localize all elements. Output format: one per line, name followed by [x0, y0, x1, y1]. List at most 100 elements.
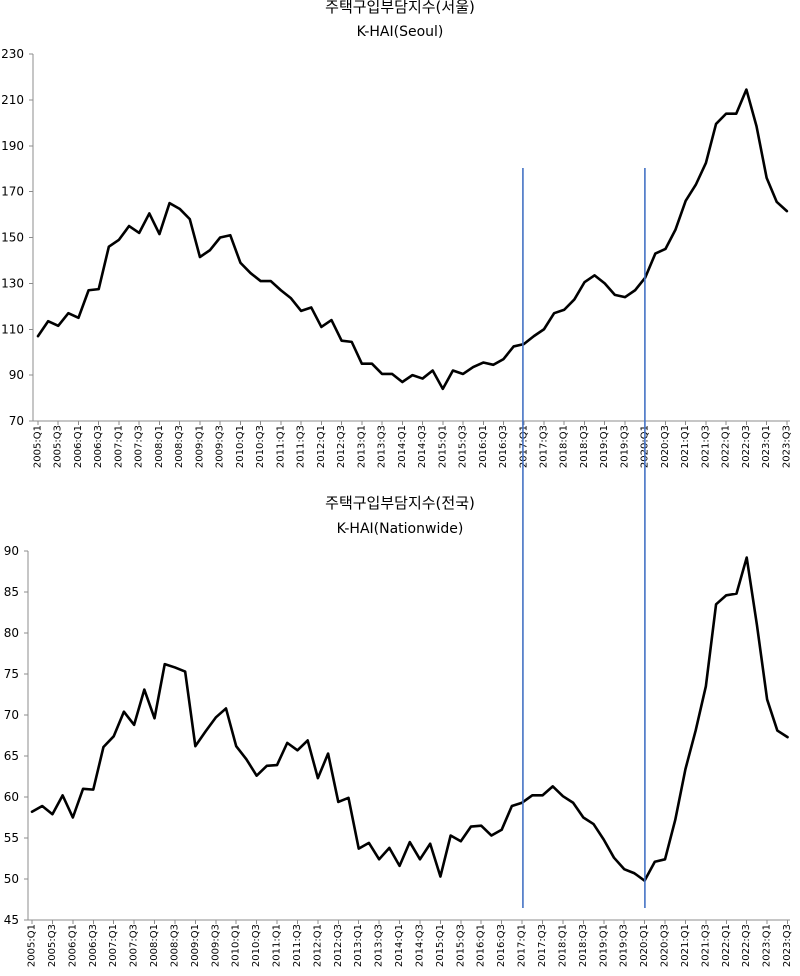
x-tick-label: 2008:Q3 — [174, 425, 185, 468]
chart-nationwide: 주택구입부담지수(전국) K-HAI(Nationwide) 45 50 55 60 6… — [4, 494, 793, 967]
x-tick-label: 2009:Q1 — [190, 924, 201, 967]
reference-lines — [522, 168, 646, 908]
x-tick-label: 2022:Q3 — [741, 425, 752, 468]
y-tick-label: 55 — [4, 831, 19, 845]
x-tick-label: 2005:Q3 — [53, 425, 64, 468]
x-tick-label: 2012:Q3 — [333, 924, 344, 967]
x-tick-label: 2011:Q1 — [275, 425, 286, 468]
x-tick-label: 2007:Q1 — [108, 924, 119, 967]
x-tick-label: 2013:Q1 — [356, 425, 367, 468]
x-tick-label: 2022:Q1 — [721, 425, 732, 468]
x-tick-label: 2010:Q3 — [251, 924, 262, 967]
chart-subtitle-seoul: K-HAI(Seoul) — [357, 24, 444, 40]
x-tick-label: 2021:Q1 — [680, 924, 691, 967]
x-tick-label: 2009:Q3 — [215, 425, 226, 468]
x-tick-label: 2020:Q3 — [660, 924, 671, 967]
x-tick-label: 2015:Q3 — [455, 924, 466, 967]
y-tick-label: 80 — [4, 626, 19, 640]
x-tick-label: 2011:Q3 — [296, 425, 307, 468]
x-tick-label: 2014:Q1 — [397, 425, 408, 468]
x-tick-label: 2010:Q1 — [231, 924, 242, 967]
x-tick-label: 2021:Q1 — [680, 425, 691, 468]
x-tick-label: 2006:Q1 — [67, 924, 78, 967]
series-line-seoul — [36, 88, 789, 391]
chart-title-seoul: 주택구입부담지수(서울) — [325, 0, 475, 16]
x-tick-label: 2014:Q3 — [414, 924, 425, 967]
x-tick-label: 2009:Q3 — [210, 924, 221, 967]
x-tick-label: 2008:Q1 — [154, 425, 165, 468]
x-tick-label: 2023:Q1 — [762, 924, 773, 967]
x-tick-label: 2010:Q1 — [235, 425, 246, 468]
y-tick-label: 45 — [4, 913, 19, 927]
x-tick-label: 2016:Q3 — [496, 924, 507, 967]
x-tick-label: 2007:Q3 — [129, 924, 140, 967]
x-tick-label: 2006:Q1 — [73, 425, 84, 468]
x-tick-label: 2022:Q3 — [741, 924, 752, 967]
y-tick-label: 60 — [4, 790, 19, 804]
x-tick-label: 2008:Q3 — [169, 924, 180, 967]
y-tick-label: 85 — [4, 585, 19, 599]
y-tick-label: 50 — [4, 872, 19, 886]
x-tick-label: 2015:Q1 — [435, 924, 446, 967]
y-tick-label: 230 — [1, 47, 24, 61]
x-tick-label: 2021:Q3 — [700, 425, 711, 468]
x-tick-label: 2022:Q1 — [721, 924, 732, 967]
x-tick-label: 2009:Q1 — [194, 425, 205, 468]
x-tick-label: 2017:Q1 — [517, 924, 528, 967]
y-tick-label: 150 — [1, 231, 24, 245]
x-tick-label: 2005:Q1 — [27, 924, 38, 967]
y-tick-label: 90 — [4, 544, 19, 558]
y-tick-label: 170 — [1, 185, 24, 199]
x-tick-label: 2023:Q1 — [761, 425, 772, 468]
x-tick-label: 2013:Q3 — [377, 425, 388, 468]
x-tick-label: 2006:Q3 — [88, 924, 99, 967]
x-tick-label: 2020:Q1 — [639, 924, 650, 967]
x-tick-label: 2018:Q1 — [559, 425, 570, 468]
chart-title-nationwide: 주택구입부담지수(전국) — [325, 494, 475, 512]
x-tick-label: 2011:Q1 — [272, 924, 283, 967]
x-tick-label: 2012:Q3 — [336, 425, 347, 468]
x-tick-label: 2008:Q1 — [149, 924, 160, 967]
x-tick-label: 2012:Q1 — [312, 924, 323, 967]
chart-subtitle-nationwide: K-HAI(Nationwide) — [337, 521, 464, 537]
series-line-nationwide — [30, 556, 789, 882]
x-tick-label: 2010:Q3 — [255, 425, 266, 468]
x-tick-label: 2019:Q3 — [619, 924, 630, 967]
x-tick-label: 2023:Q3 — [781, 425, 792, 468]
x-tick-label: 2018:Q1 — [557, 924, 568, 967]
y-tick-label: 90 — [9, 368, 24, 382]
x-tick-label: 2018:Q3 — [579, 425, 590, 468]
x-tick-label: 2016:Q1 — [476, 924, 487, 967]
y-tick-label: 190 — [1, 139, 24, 153]
x-tick-label: 2015:Q1 — [437, 425, 448, 468]
x-tick-label: 2017:Q3 — [539, 425, 550, 468]
x-tick-label: 2018:Q3 — [578, 924, 589, 967]
x-tick-label: 2017:Q3 — [537, 924, 548, 967]
x-tick-label: 2012:Q1 — [316, 425, 327, 468]
x-tick-label: 2011:Q3 — [292, 924, 303, 967]
x-tick-label: 2019:Q3 — [619, 425, 630, 468]
x-tick-label: 2016:Q3 — [498, 425, 509, 468]
y-tick-label: 65 — [4, 749, 19, 763]
x-tick-label: 2017:Q1 — [518, 425, 529, 468]
x-tick-label: 2019:Q1 — [598, 924, 609, 967]
y-tick-label: 110 — [1, 322, 24, 336]
x-tick-label: 2020:Q3 — [660, 425, 671, 468]
y-tick-label: 75 — [4, 667, 19, 681]
x-tick-label: 2014:Q1 — [394, 924, 405, 967]
y-tick-label: 130 — [1, 276, 24, 290]
x-tick-label: 2007:Q3 — [134, 425, 145, 468]
x-tick-label: 2005:Q3 — [47, 924, 58, 967]
x-tick-label: 2016:Q1 — [478, 425, 489, 468]
x-tick-label: 2013:Q3 — [374, 924, 385, 967]
x-tick-label: 2023:Q3 — [782, 924, 793, 967]
x-tick-label: 2005:Q1 — [33, 425, 44, 468]
x-tick-label: 2014:Q3 — [417, 425, 428, 468]
x-tick-label: 2007:Q1 — [113, 425, 124, 468]
x-tick-label: 2013:Q1 — [353, 924, 364, 967]
x-tick-label: 2021:Q3 — [700, 924, 711, 967]
y-tick-label: 70 — [9, 414, 24, 428]
y-tick-label: 210 — [1, 93, 24, 107]
y-tick-label: 70 — [4, 708, 19, 722]
